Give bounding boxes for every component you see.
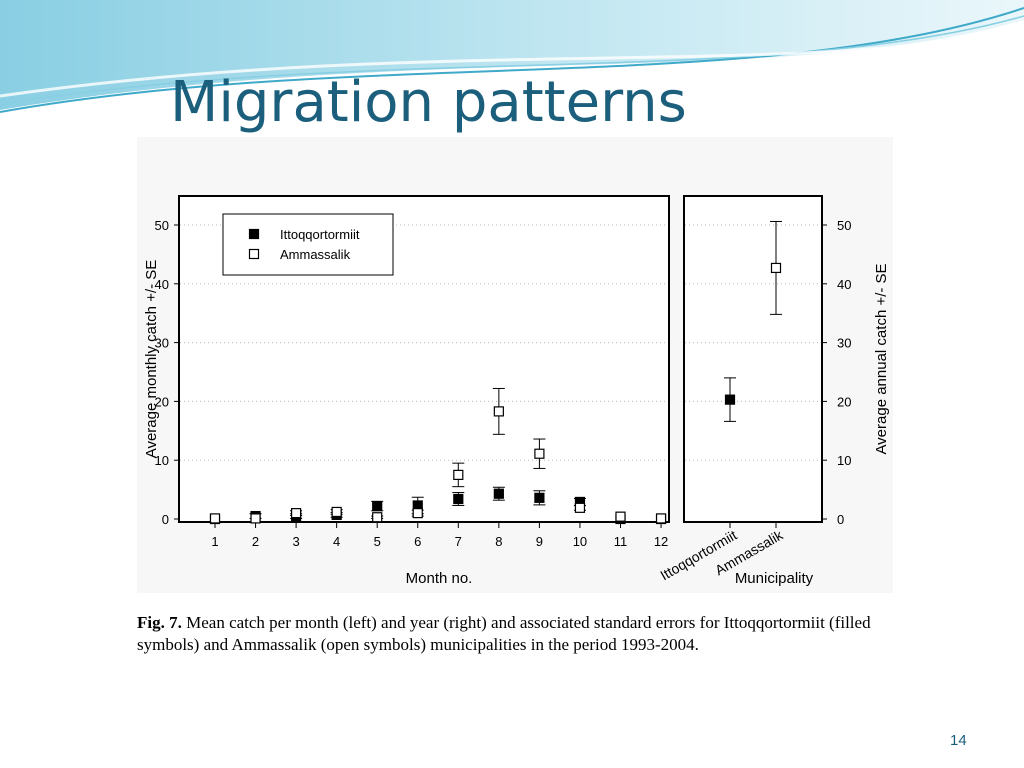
x-tick-label: 4 xyxy=(333,534,340,549)
x-tick-label: 9 xyxy=(536,534,543,549)
legend-label: Ittoqqortormiit xyxy=(280,227,360,242)
ammassalik-point xyxy=(574,502,586,513)
ammassalik-point xyxy=(655,513,667,524)
y-tick-label: 50 xyxy=(837,218,851,233)
x-axis-label: Month no. xyxy=(406,570,473,587)
x-tick-label: 5 xyxy=(374,534,381,549)
x-tick-label: 12 xyxy=(654,534,668,549)
ammassalik-point xyxy=(534,448,545,459)
y-tick-label: 10 xyxy=(837,453,851,468)
caption-text: Mean catch per month (left) and year (ri… xyxy=(137,613,871,654)
ittoqqortormiit-annual-point xyxy=(724,394,736,405)
legend-marker-open xyxy=(248,248,260,260)
x-tick-label: 6 xyxy=(414,534,421,549)
ittoqqortormiit-point xyxy=(493,488,504,499)
y-tick-label: 0 xyxy=(162,512,169,527)
ammassalik-point xyxy=(615,511,626,522)
slide-title: Migration patterns xyxy=(170,70,687,135)
ammassalik-point xyxy=(331,506,342,518)
ammassalik-point xyxy=(453,469,464,480)
y-axis-label: Average annual catch +/- SE xyxy=(873,263,890,454)
y-tick-label: 0 xyxy=(837,512,844,527)
ammassalik-annual-point xyxy=(770,262,782,274)
annual-plot-frame xyxy=(683,195,823,523)
ammassalik-point xyxy=(412,508,423,519)
x-tick-label: 8 xyxy=(495,534,502,549)
legend-marker-filled xyxy=(248,228,260,240)
y-tick-label: 40 xyxy=(155,277,169,292)
ammassalik-point xyxy=(250,513,261,524)
y-tick-label: 40 xyxy=(837,277,851,292)
caption-label: Fig. 7. xyxy=(137,613,182,632)
y-tick-label: 20 xyxy=(155,394,169,409)
ittoqqortormiit-point xyxy=(453,493,464,505)
y-axis-label: Average monthly catch +/- SE xyxy=(143,260,160,459)
ammassalik-point xyxy=(291,508,302,519)
legend-box xyxy=(222,213,394,276)
ammassalik-point xyxy=(493,406,504,417)
y-tick-label: 30 xyxy=(155,336,169,351)
y-tick-label: 10 xyxy=(155,453,169,468)
page-number: 14 xyxy=(950,732,967,749)
legend-label: Ammassalik xyxy=(280,247,351,262)
y-tick-label: 20 xyxy=(837,394,851,409)
figure-caption: Fig. 7. Mean catch per month (left) and … xyxy=(137,612,922,656)
decorative-wave-banner xyxy=(0,0,1024,113)
x-tick-label: 2 xyxy=(252,534,259,549)
ittoqqortormiit-point xyxy=(372,500,383,512)
ittoqqortormiit-point xyxy=(534,492,545,503)
annual-catch-chart: 01020304050IttoqqortormiitAmmassalikMuni… xyxy=(657,195,890,587)
x-axis-label: Municipality xyxy=(735,570,814,587)
y-tick-label: 30 xyxy=(837,336,851,351)
x-tick-label: 3 xyxy=(292,534,299,549)
ammassalik-point xyxy=(372,512,383,523)
x-tick-label: 1 xyxy=(211,534,218,549)
x-tick-label: 11 xyxy=(614,534,628,549)
figure-panel: 0 10 20 30 40 50 1 2 3 4 5 6 7 8 9 10 11 12 Month no. Avera… xyxy=(137,137,893,593)
x-tick-label: 7 xyxy=(455,534,462,549)
y-tick-label: 50 xyxy=(155,218,169,233)
x-tick-label: 10 xyxy=(573,534,587,549)
ammassalik-point xyxy=(209,513,221,524)
